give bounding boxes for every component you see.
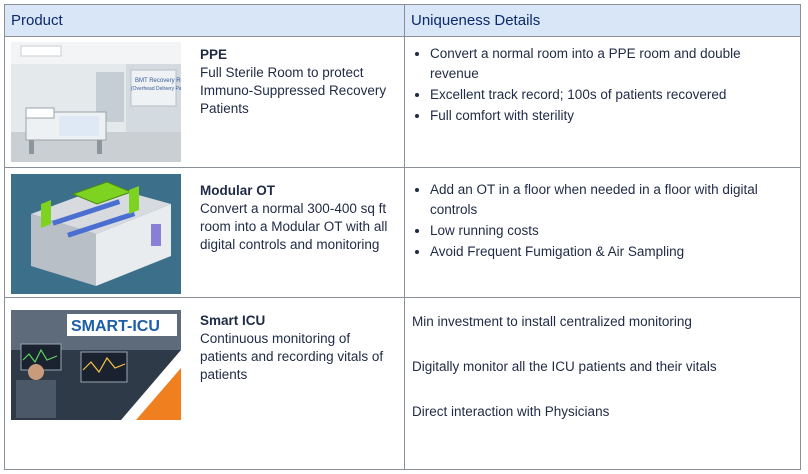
product-name-ppe: PPE [200, 47, 228, 62]
ppe-detail-1: Convert a normal room into a PPE room an… [430, 44, 792, 84]
modular-ot-description: Modular OT Convert a normal 300-400 sq f… [200, 182, 398, 254]
smart-icu-image-caption: SMART-ICU [71, 318, 160, 335]
ppe-detail-3: Full comfort with sterility [430, 106, 792, 126]
smart-icu-image: SMART-ICU [11, 310, 181, 420]
product-desc-ppe: Full Sterile Room to protect Immuno-Supp… [200, 65, 387, 116]
modular-ot-image [11, 174, 181, 294]
product-name-smart-icu: Smart ICU [200, 313, 266, 328]
header-product: Product [11, 12, 63, 29]
ppe-description: PPE Full Sterile Room to protect Immuno-… [200, 46, 398, 118]
ppe-image-caption-line2: (Overhead Delivery Panel) [131, 86, 181, 92]
table-row-smart-icu: SMART-ICU Smart ICU Continuous monitorin… [5, 298, 800, 470]
smart-icu-detail-3: Direct interaction with Physicians [412, 404, 610, 419]
product-table: Product Uniqueness Details BMT Recovery … [4, 4, 801, 470]
table-row-ppe: BMT Recovery Room (Overhead Delivery Pan… [5, 36, 800, 168]
ppe-room-image: BMT Recovery Room (Overhead Delivery Pan… [11, 42, 181, 162]
smart-icu-detail-1: Min investment to install centralized mo… [412, 314, 692, 329]
header-uniqueness-details: Uniqueness Details [411, 12, 541, 29]
modular-ot-detail-3: Avoid Frequent Fumigation & Air Sampling [430, 242, 792, 262]
ppe-image-caption-line1: BMT Recovery Room [135, 78, 181, 84]
column-divider [404, 5, 405, 469]
modular-ot-detail-2: Low running costs [430, 221, 792, 241]
product-name-modular-ot: Modular OT [200, 183, 275, 198]
table-header: Product Uniqueness Details [5, 5, 800, 37]
table-row-modular-ot: Modular OT Convert a normal 300-400 sq f… [5, 168, 800, 298]
smart-icu-detail-2: Digitally monitor all the ICU patients a… [412, 359, 717, 374]
modular-ot-detail-1: Add an OT in a floor when needed in a fl… [430, 180, 792, 220]
ppe-detail-2: Excellent track record; 100s of patients… [430, 85, 792, 105]
smart-icu-description: Smart ICU Continuous monitoring of patie… [200, 312, 398, 384]
ppe-details: Convert a normal room into a PPE room an… [412, 44, 792, 127]
product-desc-modular-ot: Convert a normal 300-400 sq ft room into… [200, 201, 388, 252]
modular-ot-details: Add an OT in a floor when needed in a fl… [412, 180, 792, 263]
smart-icu-details: Min investment to install centralized mo… [412, 312, 792, 447]
product-desc-smart-icu: Continuous monitoring of patients and re… [200, 331, 384, 382]
